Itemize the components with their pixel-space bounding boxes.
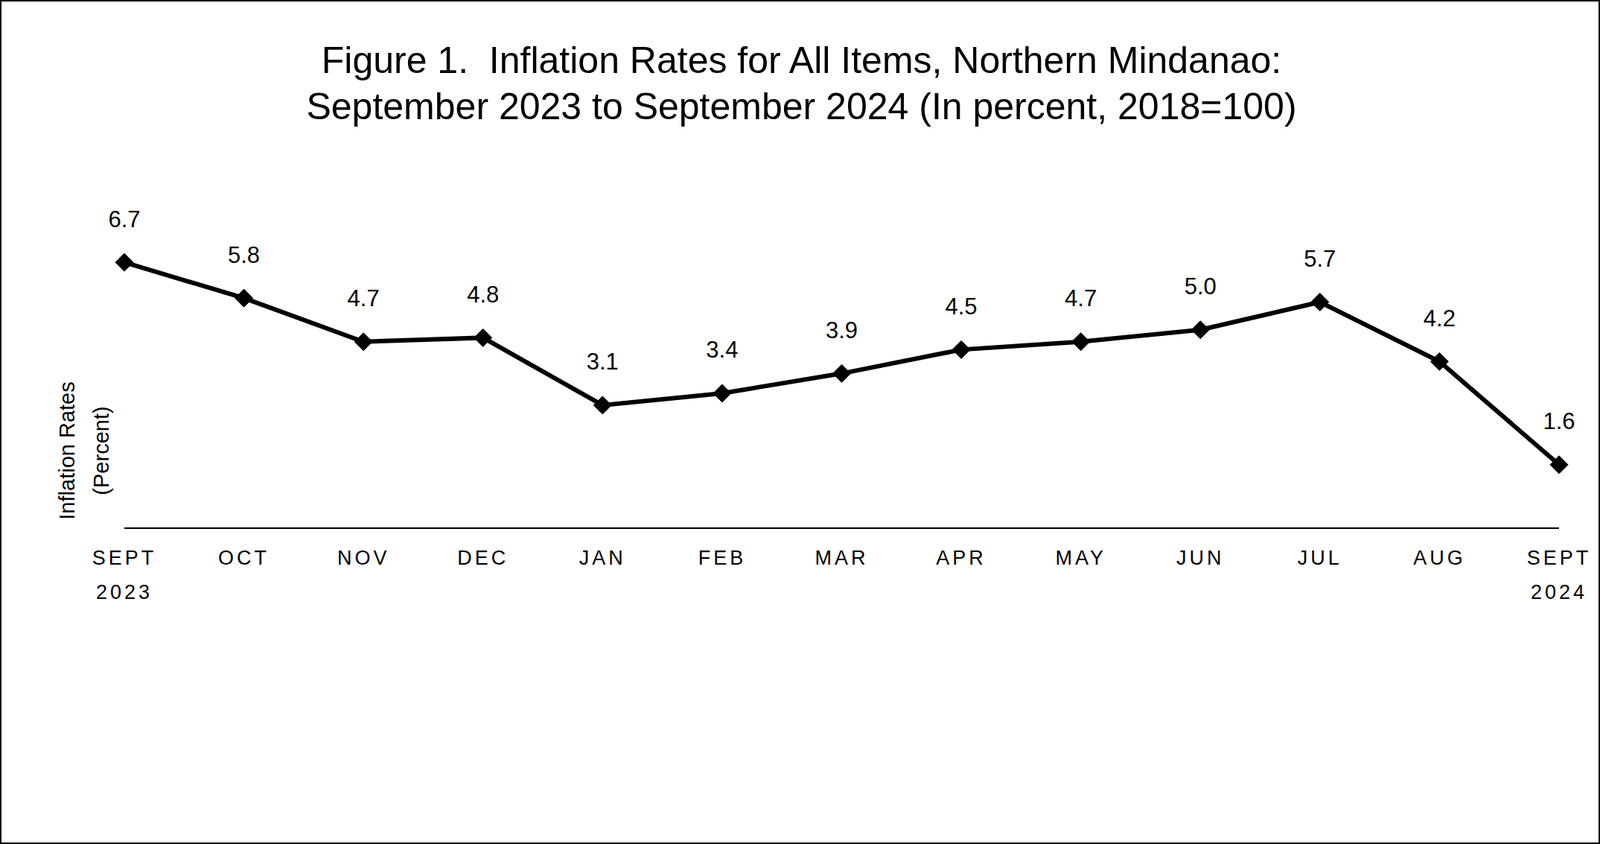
svg-text:6.7: 6.7 — [107, 206, 140, 233]
svg-text:MAY: MAY — [1055, 546, 1107, 569]
svg-text:MAR: MAR — [815, 546, 869, 569]
svg-text:JAN: JAN — [579, 546, 627, 569]
svg-text:NOV: NOV — [337, 546, 391, 569]
svg-text:FEB: FEB — [698, 546, 747, 569]
svg-text:3.4: 3.4 — [705, 336, 738, 363]
svg-text:Inflation Rates: Inflation Rates — [55, 381, 79, 519]
svg-text:4.7: 4.7 — [1064, 285, 1097, 312]
svg-text:JUN: JUN — [1176, 546, 1225, 569]
svg-text:APR: APR — [935, 546, 987, 569]
svg-text:DEC: DEC — [457, 546, 509, 569]
svg-text:SEPT: SEPT — [92, 546, 158, 569]
svg-text:JUL: JUL — [1297, 546, 1343, 569]
svg-text:4.2: 4.2 — [1423, 305, 1456, 332]
svg-text:2023: 2023 — [96, 580, 153, 604]
svg-text:(Percent): (Percent) — [89, 405, 114, 495]
svg-text:3.1: 3.1 — [586, 348, 619, 375]
svg-text:1.6: 1.6 — [1542, 408, 1575, 435]
svg-text:5.8: 5.8 — [227, 241, 260, 269]
html-text:September 2023 to September 20: September 2023 to September 2024 (In per… — [306, 85, 1297, 128]
html-text:Figure 1. Inflation Rates for: Figure 1. Inflation Rates for All Items,… — [321, 39, 1282, 82]
svg-text:AUG: AUG — [1413, 546, 1466, 569]
svg-text:4.8: 4.8 — [466, 281, 499, 308]
svg-text:3.9: 3.9 — [825, 317, 858, 344]
svg-text:4.7: 4.7 — [347, 285, 380, 312]
svg-text:5.7: 5.7 — [1303, 245, 1336, 272]
svg-text:OCT: OCT — [218, 546, 270, 569]
svg-text:SEPT: SEPT — [1527, 546, 1592, 569]
svg-text:2024: 2024 — [1530, 580, 1588, 604]
svg-text:4.5: 4.5 — [945, 293, 978, 320]
svg-text:5.0: 5.0 — [1184, 273, 1217, 300]
